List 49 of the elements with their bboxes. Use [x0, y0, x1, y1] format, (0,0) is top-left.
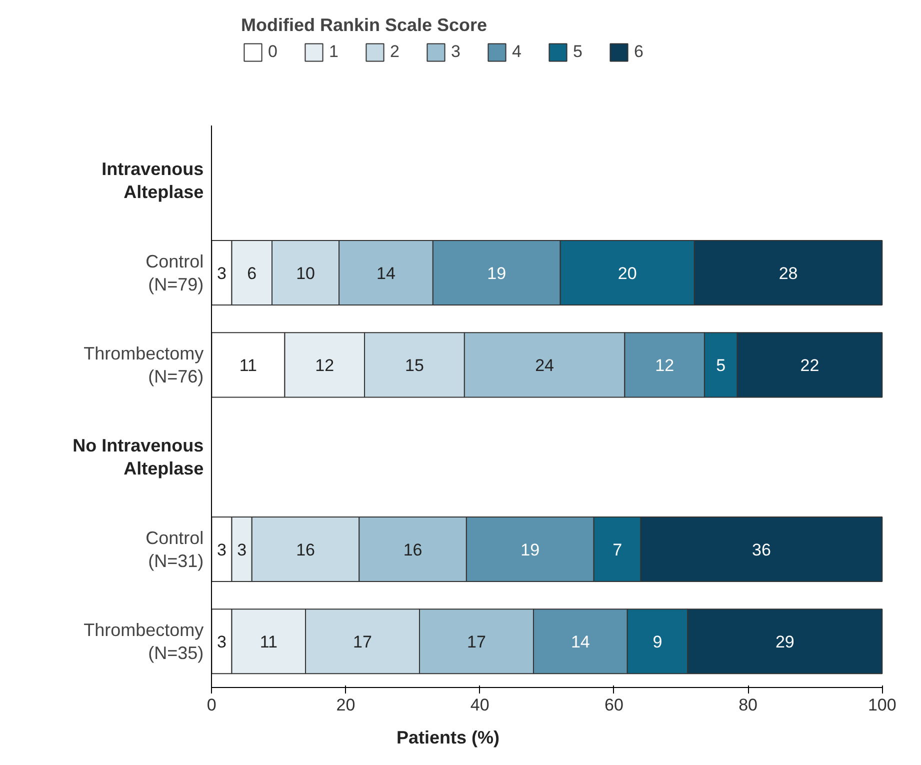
data-label: 16	[403, 540, 422, 560]
data-label: 9	[652, 632, 662, 652]
data-label: 3	[216, 264, 226, 283]
data-label: 3	[216, 540, 226, 560]
y-tick-label: Control (N=79)	[146, 251, 204, 294]
y-tick-label: No Intravenous Alteplase	[72, 436, 204, 479]
data-label: 28	[778, 264, 798, 283]
legend-label: 2	[390, 42, 400, 62]
data-label: 15	[405, 356, 424, 375]
legend-title: Modified Rankin Scale Score	[241, 15, 488, 36]
y-tick-label: Thrombectomy (N=76)	[84, 343, 204, 386]
y-tick-label: Thrombectomy (N=35)	[84, 620, 204, 663]
data-label: 12	[655, 356, 674, 375]
x-tick-label: 60	[604, 696, 624, 714]
data-label: 17	[467, 632, 486, 652]
data-label: 29	[775, 632, 794, 652]
legend-label: 0	[268, 42, 278, 62]
data-label: 17	[353, 632, 372, 652]
legend-label: 4	[512, 42, 522, 62]
data-label: 11	[239, 356, 258, 375]
legend-label: 5	[573, 42, 584, 62]
x-tick-label: 100	[868, 696, 896, 714]
data-label: 36	[752, 540, 771, 560]
x-tick-label: 40	[470, 696, 490, 714]
x-tick-label: 20	[336, 696, 356, 714]
x-tick-label: 80	[738, 696, 758, 714]
data-label: 6	[247, 264, 257, 283]
data-label: 10	[296, 264, 315, 283]
x-tick-label: 0	[206, 696, 216, 714]
data-label: 14	[376, 264, 396, 283]
data-label: 19	[487, 264, 506, 283]
data-label: 11	[260, 632, 278, 652]
data-label: 24	[535, 356, 554, 375]
y-tick-label: Intravenous Alteplase	[102, 159, 204, 202]
data-label: 7	[612, 540, 622, 560]
data-label: 22	[800, 356, 820, 375]
data-label: 14	[570, 632, 590, 652]
data-label: 3	[216, 632, 226, 652]
x-axis-title: Patients (%)	[396, 728, 500, 748]
data-label: 16	[296, 540, 315, 560]
data-label: 19	[520, 540, 540, 560]
data-label: 3	[237, 540, 247, 560]
data-label: 20	[618, 264, 637, 283]
legend-label: 1	[329, 42, 340, 62]
legend-label: 3	[451, 42, 462, 62]
data-label: 5	[716, 356, 726, 375]
legend-label: 6	[634, 42, 644, 62]
y-tick-label: Control (N=31)	[146, 528, 204, 571]
data-label: 12	[315, 356, 334, 375]
